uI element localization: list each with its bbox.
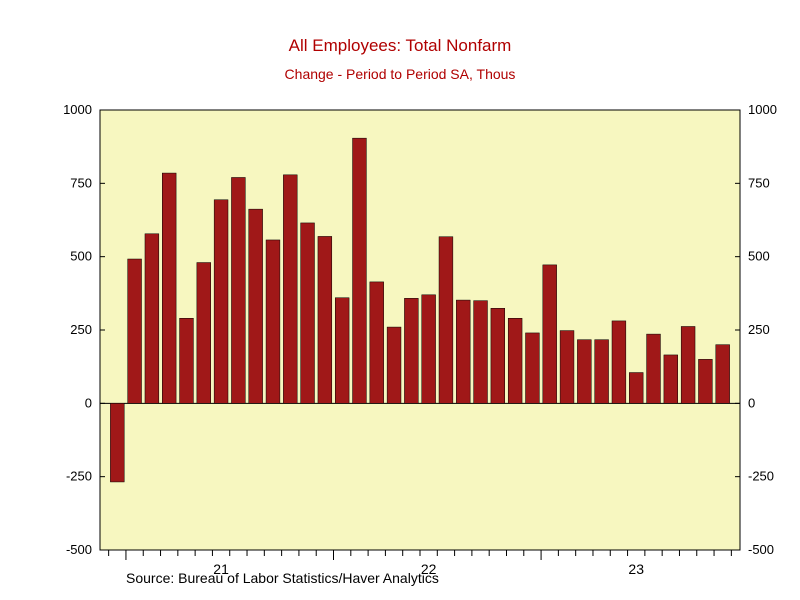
bar (335, 298, 349, 404)
svg-text:1000: 1000 (748, 102, 777, 117)
bar (681, 326, 695, 403)
bar (110, 403, 124, 482)
svg-text:500: 500 (70, 249, 92, 264)
bar (577, 340, 591, 404)
bar (387, 327, 401, 403)
svg-text:-250: -250 (66, 469, 92, 484)
svg-text:250: 250 (748, 322, 770, 337)
bar (162, 173, 176, 403)
bar (214, 200, 228, 404)
svg-text:-250: -250 (748, 469, 774, 484)
bar (370, 282, 384, 403)
bar (698, 359, 712, 403)
svg-text:1000: 1000 (63, 102, 92, 117)
svg-text:750: 750 (70, 175, 92, 190)
bar (560, 331, 574, 404)
bar (318, 236, 332, 403)
bar (716, 345, 730, 404)
svg-text:-500: -500 (748, 542, 774, 557)
bar (456, 300, 470, 403)
svg-text:250: 250 (70, 322, 92, 337)
bar (197, 263, 211, 404)
svg-text:0: 0 (85, 395, 92, 410)
bar (249, 209, 263, 403)
bar (612, 321, 626, 403)
bar (404, 298, 418, 403)
bar (145, 234, 159, 404)
bar-chart: -500 -500 -250 -250 0 0 250 250 500 500 750 750 1000… (0, 0, 800, 600)
bar (543, 265, 557, 403)
svg-text:0: 0 (748, 395, 755, 410)
bar (647, 334, 661, 403)
bar (266, 240, 280, 403)
bar (439, 237, 453, 404)
bar (301, 223, 315, 403)
bar (508, 318, 522, 403)
svg-text:23: 23 (628, 561, 644, 577)
bar (283, 175, 297, 404)
bar (422, 295, 436, 404)
bar (595, 340, 609, 404)
bar (629, 373, 643, 404)
bar (491, 308, 505, 403)
bar (353, 138, 367, 403)
bar (526, 333, 540, 403)
bar (664, 355, 678, 403)
bar (231, 177, 245, 403)
svg-text:-500: -500 (66, 542, 92, 557)
bar (474, 301, 488, 404)
bar (180, 318, 194, 403)
bar (128, 259, 142, 403)
chart-source: Source: Bureau of Labor Statistics/Haver… (126, 570, 439, 586)
svg-text:750: 750 (748, 175, 770, 190)
svg-text:500: 500 (748, 249, 770, 264)
